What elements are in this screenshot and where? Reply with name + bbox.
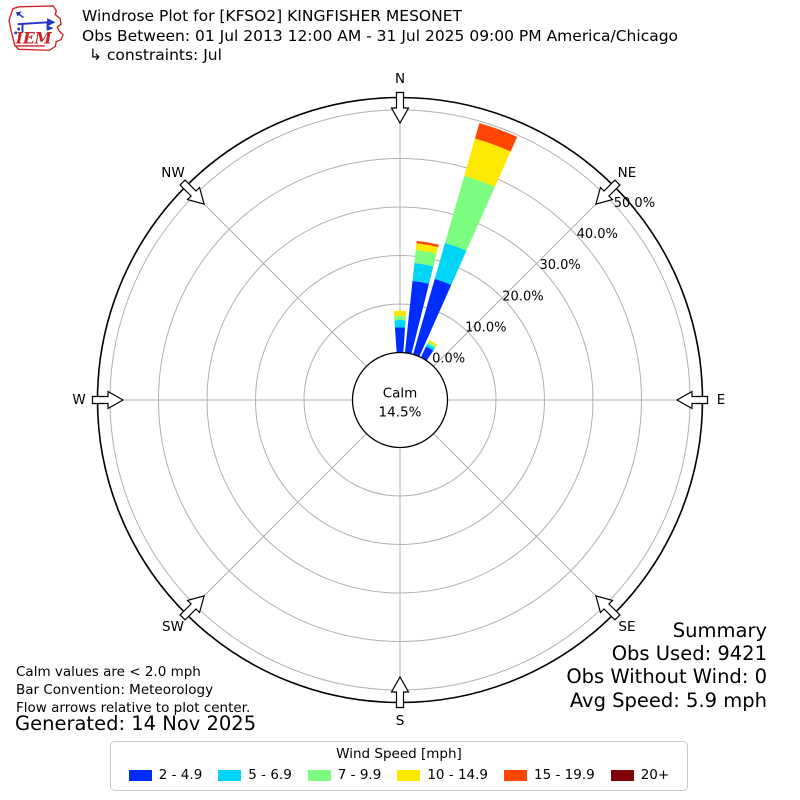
summary-obs-used: Obs Used: 9421 [611,642,767,666]
legend-item: 20+ [610,767,670,783]
calm-label: Calm [383,386,418,402]
constraints-note: ↳ constraints: Jul [89,46,222,64]
windrose-bar-segment [404,280,429,354]
legend-items: 2 - 4.9 5 - 6.9 7 - 9.9 10 - 14.9 15 - 19.9 2… [111,767,687,783]
ring-label: 20.0% [502,289,543,304]
legend-label: 2 - 4.9 [158,767,203,783]
obs-range: Obs Between: 01 Jul 2013 12:00 AM - 31 J… [82,26,679,45]
logo-text: IEM [15,30,53,48]
ring-label: 30.0% [539,258,580,273]
note-flow-arrows: Flow arrows relative to plot center. [16,700,251,717]
windrose-bar-segment [412,263,434,284]
flow-arrow [595,179,621,205]
legend-item: 10 - 14.9 [397,767,488,783]
legend-swatch [307,769,331,781]
generated-date: Generated: 14 Nov 2025 [15,712,257,735]
summary-title: Summary [672,619,767,642]
windrose-bar-segment [434,242,467,285]
legend-swatch [128,769,152,781]
grid-ring [303,303,497,497]
flow-arrow [595,595,621,621]
legend-item: 15 - 19.9 [504,767,595,783]
ring-label: 50.0% [614,196,655,211]
ring-label: 0.0% [432,352,465,367]
flow-arrow [390,675,410,709]
legend-label: 10 - 14.9 [427,767,489,783]
windrose-bar-segment [415,243,439,254]
windrose-bar-segment [394,327,406,353]
grid-spoke [433,433,615,615]
flow-arrow [91,390,125,410]
windrose-bar-segment [426,343,435,351]
legend-swatch [610,769,634,781]
legend-label: 7 - 9.9 [337,767,382,783]
windrose-bar-segment [427,341,437,349]
windrose-bar-segment [393,310,407,317]
flow-arrow [390,91,410,125]
windrose-bar-segment [474,123,518,152]
compass-label-s: S [396,713,405,729]
windrose-bar-segment [428,339,438,347]
legend-item: 2 - 4.9 [128,767,203,783]
legend-item: 7 - 9.9 [307,767,382,783]
legend-swatch [218,769,242,781]
windrose-bar-segment [394,320,406,328]
calm-circle [351,351,449,449]
legend-title: Wind Speed [mph] [336,746,462,762]
iem-logo-icon: IEM [8,5,64,51]
windrose-bar-segment [416,240,439,248]
windrose-bar-segment [420,346,434,361]
compass-label-n: N [395,71,405,87]
note-calm-threshold: Calm values are < 2.0 mph [16,664,201,680]
compass-label-w: W [72,392,85,408]
page-title: Windrose Plot for [KFSO2] KINGFISHER MES… [82,7,462,25]
windrose-bar-segment [414,250,437,267]
grid-ring [206,206,594,594]
legend-item: 5 - 6.9 [218,767,292,783]
legend-label: 5 - 6.9 [248,767,292,783]
windrose-bar-segment [445,175,495,251]
flow-arrow [179,179,205,205]
compass-label-e: E [717,392,726,408]
compass-label-ne: NE [618,165,637,181]
note-bar-convention: Bar Convention: Meteorology [16,682,214,699]
flow-arrow [675,390,709,410]
compass-label-sw: SW [162,619,184,635]
windrose-bar-segment [464,138,511,187]
ring-label: 10.0% [465,321,506,336]
grid-spoke [185,433,367,615]
legend-swatch [504,769,528,781]
grid-spoke [185,185,367,367]
wind-speed-legend: Wind Speed [mph] 2 - 4.9 5 - 6.9 7 - 9.9 10… [110,741,688,791]
legend-label: 20+ [640,767,670,783]
ring-label: 40.0% [577,227,618,242]
header: IEM Windrose Plot for [KFSO2] KINGFISHER… [5,3,678,66]
windrose-bar-segment [413,278,452,357]
legend-swatch [397,769,421,781]
calm-value: 14.5% [379,405,422,421]
legend-label: 15 - 19.9 [534,767,595,783]
summary-avg-speed: Avg Speed: 5.9 mph [569,688,767,712]
compass-label-se: SE [618,619,635,635]
windrose-bar-segment [394,316,406,321]
footnotes: Calm values are < 2.0 mph Bar Convention… [16,663,250,718]
flow-arrow [179,595,205,621]
grid-ring [255,255,545,545]
summary-block: Summary Obs Used: 9421 Obs Without Wind:… [566,619,767,712]
summary-obs-without-wind: Obs Without Wind: 0 [566,665,767,689]
grid-ring [158,158,642,642]
compass-label-nw: NW [161,165,184,181]
grid-spoke [433,185,615,367]
